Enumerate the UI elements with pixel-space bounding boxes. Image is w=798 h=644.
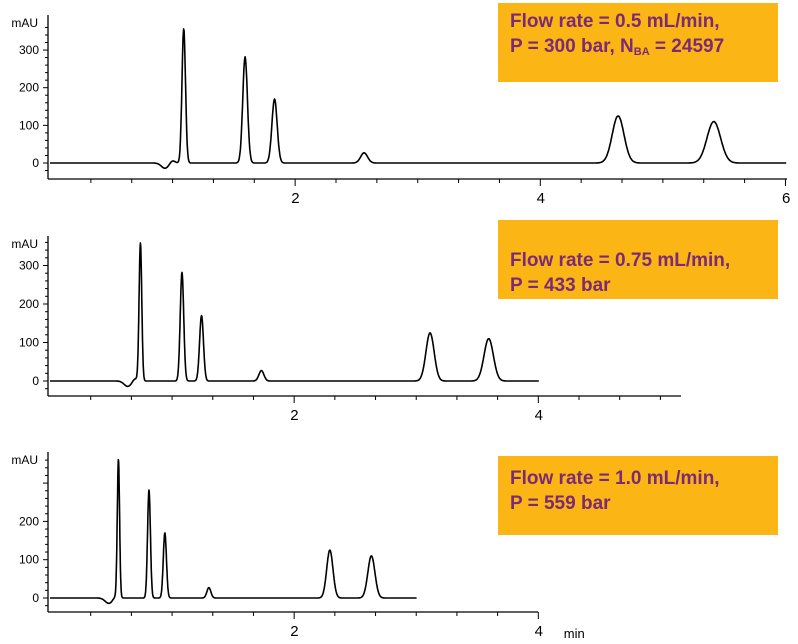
y-axis-label: mAU [11, 16, 38, 30]
y-tick-label: 300 [19, 43, 39, 57]
x-tick-label: 2 [290, 623, 298, 640]
y-axis-label: mAU [11, 453, 38, 467]
peak-4 [259, 369, 263, 373]
y-tick-label: 0 [32, 591, 39, 605]
x-tick-label: 4 [535, 407, 543, 424]
peak-3 [273, 97, 277, 101]
y-tick-label: 100 [19, 118, 39, 132]
x-tick-label: 4 [535, 623, 543, 640]
note-subscript: BA [633, 46, 650, 58]
x-tick-label: 2 [290, 407, 298, 424]
chart-panel-2: 0 100 200 300 mAU 2 4 [11, 236, 681, 424]
peak-6 [369, 554, 373, 558]
y-tick-label: 0 [32, 374, 39, 388]
peak-6 [487, 337, 491, 341]
peak-4 [362, 151, 366, 155]
x-axis-label: min [564, 626, 585, 641]
chart-panel-1: 0 100 200 300 mAU 2 4 6 [11, 15, 790, 207]
note-line-2: P = 300 bar, NBA = 24597 [510, 36, 725, 58]
y-tick-label: 100 [19, 553, 39, 567]
note-line-2: P = 559 bar [510, 493, 611, 514]
peak-3 [163, 531, 167, 535]
x-tick-label: 2 [291, 190, 299, 207]
peak-1 [116, 459, 120, 463]
chart-panel-3: 0 100 200 mAU 2 4 min [11, 452, 585, 641]
x-tick-label: 6 [782, 190, 790, 207]
y-axis-label: mAU [11, 237, 38, 251]
peak-1 [182, 26, 186, 30]
y-tick-label: 200 [19, 81, 39, 95]
peak-5 [616, 114, 620, 118]
flow-rate-note-3: Flow rate = 1.0 mL/min, P = 559 bar [498, 456, 778, 535]
y-tick-label: 300 [19, 259, 39, 273]
peak-2 [243, 55, 247, 59]
chromatogram-trace [49, 242, 540, 388]
flow-rate-note-1: Flow rate = 0.5 mL/min, P = 300 bar, NBA… [498, 3, 778, 82]
peak-2 [147, 488, 151, 492]
peak-6 [712, 120, 716, 124]
peak-5 [328, 548, 332, 552]
note-line-1: Flow rate = 0.75 mL/min, [510, 250, 731, 271]
note-line-1: Flow rate = 0.5 mL/min, [510, 11, 720, 32]
chromatogram-trace [49, 28, 787, 169]
note-line-2: P = 433 bar [510, 275, 611, 296]
note-line-1: Flow rate = 1.0 mL/min, [510, 468, 720, 489]
y-tick-label: 100 [19, 336, 39, 350]
x-tick-label: 4 [537, 190, 545, 207]
y-tick-label: 200 [19, 297, 39, 311]
peak-3 [200, 314, 204, 318]
y-tick-label: 200 [19, 514, 39, 528]
y-tick-label: 0 [32, 156, 39, 170]
peak-5 [428, 331, 432, 335]
peak-1 [138, 241, 142, 245]
peak-4 [207, 586, 211, 590]
peak-2 [180, 270, 184, 274]
chromatogram-trace [49, 458, 418, 605]
flow-rate-note-2: Flow rate = 0.75 mL/min, P = 433 bar [498, 220, 778, 299]
